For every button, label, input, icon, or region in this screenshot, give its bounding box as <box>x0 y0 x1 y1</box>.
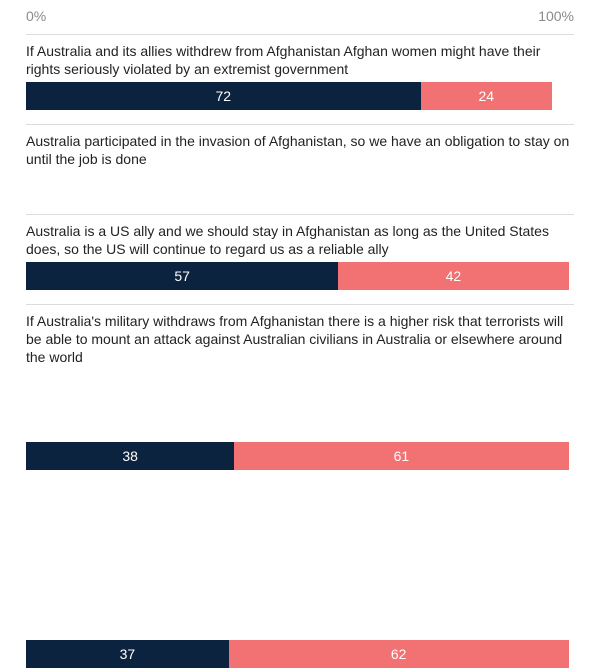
row-divider <box>26 124 574 125</box>
chart-row: If Australia and its allies withdrew fro… <box>26 34 574 110</box>
axis-max-label: 100% <box>538 8 574 24</box>
question-label: If Australia's military withdraws from A… <box>26 313 564 365</box>
axis-min-label: 0% <box>26 8 47 24</box>
bar-segment-second: 62 <box>228 640 569 668</box>
bar-segment-second: 42 <box>338 262 569 290</box>
bar-value-label: 62 <box>390 646 407 662</box>
bar-value-label: 57 <box>174 268 190 284</box>
chart-row: Australia participated in the invasion o… <box>26 124 574 290</box>
row-divider <box>26 214 574 215</box>
bar-value-label: 37 <box>119 646 136 662</box>
row-divider <box>26 34 574 35</box>
bar-value-label: 42 <box>445 268 462 284</box>
bar-value-label: 24 <box>478 88 495 104</box>
question-label: If Australia and its allies withdrew fro… <box>26 43 541 77</box>
question-label: Australia is a US ally and we should sta… <box>26 223 549 257</box>
axis-labels: 0% 100% <box>26 0 574 26</box>
question-label: Australia participated in the invasion o… <box>26 133 570 167</box>
chart-row: If Australia's military withdraws from A… <box>26 304 574 668</box>
bar-segment-second: 24 <box>420 82 553 110</box>
bar-segment-first: 72 <box>26 82 421 110</box>
row-divider <box>26 304 574 305</box>
bar-segment-first: 37 <box>26 640 229 668</box>
bar-value-label: 72 <box>215 88 232 104</box>
bar-segment-first: 57 <box>26 262 339 290</box>
